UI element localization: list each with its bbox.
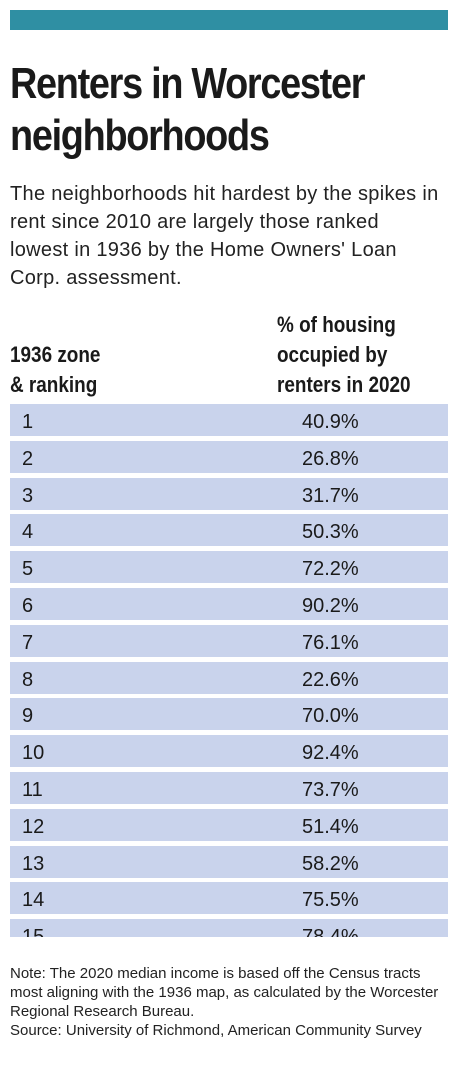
zone-cell: 1 — [22, 411, 34, 433]
percent-cell: 22.6% — [302, 668, 359, 691]
zone-cell: 8 — [22, 668, 34, 691]
zone-cell: 2 — [22, 447, 34, 470]
note-text: Note: The 2020 median income is based of… — [10, 965, 439, 1020]
source-text: Source: University of Richmond, American… — [10, 1022, 422, 1039]
table-row: 14 75.5% — [10, 882, 448, 915]
percent-cell: 92.4% — [302, 742, 359, 765]
title-text: Renters in Worcester neighborhoods — [10, 59, 365, 160]
table-row: 6 90.2% — [10, 587, 448, 620]
title-line: Renters in Worcester — [10, 59, 365, 108]
table-row: 8 22.6% — [10, 661, 448, 694]
table-row: 10 92.4% — [10, 735, 448, 768]
percent-cell: 72.2% — [302, 558, 359, 581]
percent-cell: 90.2% — [302, 594, 359, 617]
percent-cell: 75.5% — [302, 889, 359, 912]
column-header-zone: 1936 zone & ranking — [10, 342, 101, 397]
subtitle: The neighborhoods hit hardest by the spi… — [10, 183, 439, 289]
table-row: 5 72.2% — [10, 551, 448, 584]
table-row: 15 78.4% — [10, 919, 448, 938]
zone-cell: 7 — [22, 631, 34, 654]
percent-cell: 58.2% — [302, 852, 359, 875]
footnote: Note: The 2020 median income is based of… — [10, 964, 448, 1040]
zone-cell: 13 — [22, 852, 45, 875]
percent-cell: 31.7% — [302, 484, 359, 507]
zone-cell: 9 — [22, 705, 34, 728]
table-row: 7 76.1% — [10, 624, 448, 657]
percent-cell: 26.8% — [302, 447, 359, 470]
table-row: 3 31.7% — [10, 477, 448, 510]
percent-cell: 73.7% — [302, 778, 359, 801]
table-row: 11 73.7% — [10, 771, 448, 804]
zone-cell: 3 — [22, 484, 34, 507]
percent-cell: 76.1% — [302, 631, 359, 654]
percent-cell: 40.9% — [302, 411, 359, 433]
page-title: Renters in Worcester neighborhoods — [10, 58, 387, 162]
table-row: 4 50.3% — [10, 514, 448, 547]
zone-cell: 5 — [22, 558, 34, 581]
data-table: 1 40.9% 2 26.8% 3 31.7% 4 50.3% 5 72.2% 6 90.2% 7 76.… — [10, 404, 448, 942]
table-row: 13 58.2% — [10, 845, 448, 878]
percent-cell: 70.0% — [302, 705, 359, 728]
table-row: 9 70.0% — [10, 698, 448, 731]
percent-cell: 51.4% — [302, 815, 359, 838]
zone-cell: 15 — [22, 926, 45, 938]
percent-cell: 50.3% — [302, 521, 359, 544]
column-header-pct: % of housing occupied by renters in 2020 — [277, 312, 411, 397]
zone-cell: 12 — [22, 815, 45, 838]
table-row: 2 26.8% — [10, 440, 448, 473]
zone-cell: 4 — [22, 521, 34, 544]
table-row: 12 51.4% — [10, 808, 448, 841]
title-line: neighborhoods — [10, 111, 270, 160]
table-row: 1 40.9% — [10, 404, 448, 436]
zone-cell: 10 — [22, 742, 45, 765]
zone-cell: 14 — [22, 889, 45, 912]
zone-cell: 6 — [22, 594, 34, 617]
percent-cell: 78.4% — [302, 926, 359, 938]
zone-cell: 11 — [22, 778, 43, 801]
accent-bar — [10, 10, 448, 30]
